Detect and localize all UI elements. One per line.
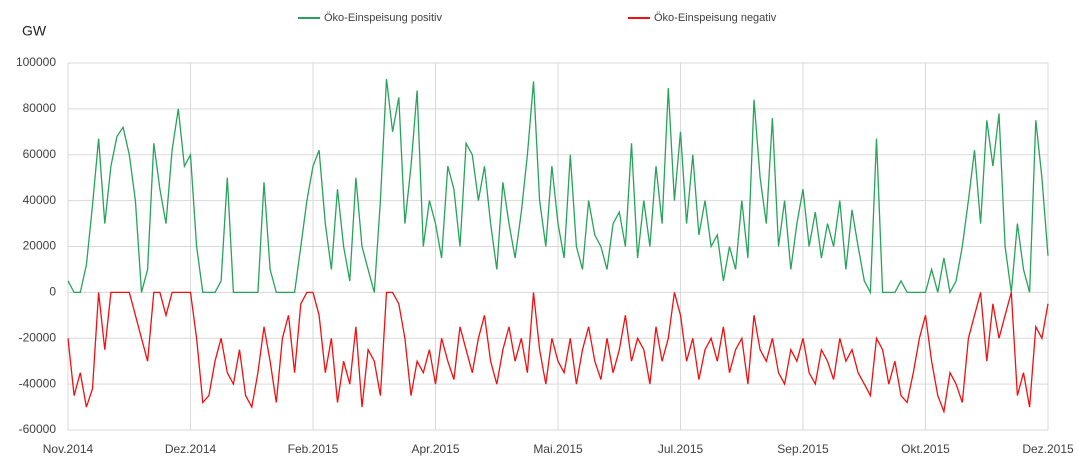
y-tick-label: 0 <box>49 285 56 299</box>
x-tick-label: Dez.2014 <box>165 442 217 456</box>
x-tick-label: Mai.2015 <box>533 442 583 456</box>
x-tick-label: Jul.2015 <box>658 442 704 456</box>
x-tick-label: Nov.2014 <box>43 442 94 456</box>
y-tick-label: 80000 <box>23 101 57 115</box>
y-tick-label: 20000 <box>23 239 57 253</box>
series-line <box>67 79 1049 295</box>
y-tick-label: 60000 <box>23 147 57 161</box>
x-tick-label: Okt.2015 <box>901 442 950 456</box>
x-tick-label: Dez.2015 <box>1022 442 1074 456</box>
y-axis-label: GW <box>22 23 47 39</box>
x-tick-label: Apr.2015 <box>411 442 459 456</box>
legend-label: Öko-Einspeisung negativ <box>654 12 777 24</box>
legend-label: Öko-Einspeisung positiv <box>324 12 443 24</box>
y-tick-label: 100000 <box>16 55 56 69</box>
y-tick-label: -40000 <box>19 376 57 390</box>
y-tick-label: 40000 <box>23 193 57 207</box>
x-tick-label: Sep.2015 <box>777 442 829 456</box>
y-tick-label: -20000 <box>19 330 57 344</box>
y-tick-label: -60000 <box>19 422 57 436</box>
series-line <box>67 291 1049 415</box>
x-tick-label: Feb.2015 <box>288 442 339 456</box>
